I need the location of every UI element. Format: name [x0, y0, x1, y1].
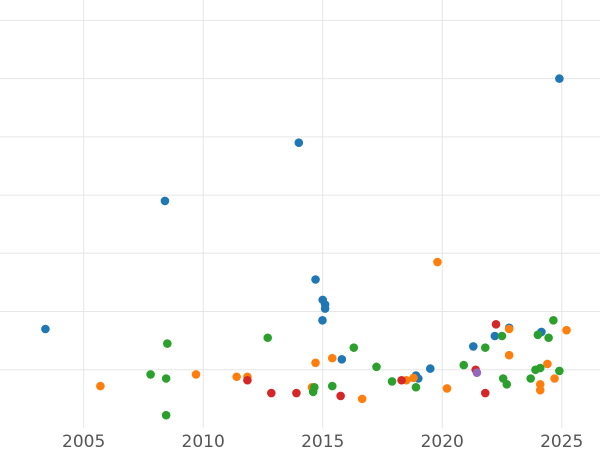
- data-point-s3-3: [336, 391, 345, 401]
- data-point-s3-0: [243, 375, 252, 385]
- data-point-s0-0: [41, 324, 50, 334]
- data-point-s2-13: [480, 343, 490, 352]
- data-point-s2-0: [146, 370, 155, 379]
- data-point-s0-6: [320, 304, 330, 313]
- data-point-s1-0: [96, 381, 105, 391]
- data-point-s2-14: [497, 331, 507, 341]
- data-point-s2-11: [411, 382, 421, 392]
- data-point-s2-8: [349, 343, 359, 352]
- data-point-s0-12: [469, 342, 478, 351]
- data-point-s1-16: [543, 359, 552, 369]
- data-point-s2-9: [372, 362, 381, 372]
- data-point-s0-8: [337, 354, 347, 364]
- data-point-s1-13: [504, 324, 514, 334]
- data-point-s2-22: [549, 315, 558, 325]
- x-gridlines: [83, 0, 563, 428]
- data-point-s1-11: [442, 384, 452, 393]
- data-point-s2-2: [161, 410, 171, 420]
- data-point-s2-20: [535, 363, 545, 373]
- data-point-s2-4: [263, 333, 273, 343]
- data-point-s3-7: [491, 320, 501, 329]
- data-point-s2-3: [163, 339, 172, 348]
- x-tick-label-1: 2010: [182, 432, 225, 450]
- data-point-s2-17: [526, 374, 535, 383]
- x-tick-labels: 2005 2010 2015 2020 2025: [62, 432, 583, 450]
- data-point-s3-4: [397, 375, 406, 385]
- data-point-s1-1: [191, 370, 201, 379]
- data-point-s1-6: [327, 353, 337, 363]
- data-point-s4-0: [472, 368, 482, 377]
- data-point-s2-16: [502, 380, 512, 389]
- data-point-s1-10: [433, 257, 442, 267]
- data-points: [41, 74, 571, 420]
- data-point-s1-7: [357, 394, 367, 404]
- data-point-s2-1: [161, 374, 171, 383]
- data-point-s0-3: [311, 275, 320, 284]
- data-point-s3-6: [480, 388, 490, 398]
- y-gridlines: [0, 19, 600, 371]
- data-point-s0-16: [555, 74, 564, 83]
- data-point-s1-2: [232, 372, 241, 382]
- data-point-s2-19: [533, 330, 543, 340]
- x-tick-label-4: 2025: [540, 432, 583, 450]
- data-point-s1-12: [504, 350, 514, 360]
- data-point-s0-1: [160, 196, 170, 206]
- data-point-s1-18: [562, 325, 571, 335]
- x-tick-label-0: 2005: [62, 432, 105, 450]
- data-point-s2-12: [459, 360, 469, 370]
- data-point-s0-13: [490, 331, 500, 341]
- data-point-s2-21: [544, 333, 553, 343]
- x-tick-label-3: 2020: [421, 432, 464, 450]
- data-point-s2-7: [327, 381, 337, 391]
- data-point-s1-15: [535, 385, 545, 395]
- data-point-s1-17: [550, 374, 559, 383]
- data-point-s0-2: [294, 138, 304, 147]
- data-point-s2-23: [555, 366, 564, 376]
- data-point-s3-2: [292, 388, 301, 398]
- data-point-s0-9: [425, 364, 435, 373]
- data-point-s1-5: [311, 358, 320, 368]
- data-point-s2-10: [387, 377, 397, 386]
- data-point-s1-9: [409, 373, 418, 383]
- data-point-s2-6: [310, 382, 319, 392]
- x-tick-label-2: 2015: [301, 432, 344, 450]
- data-point-s3-1: [267, 388, 276, 398]
- data-point-s0-7: [318, 315, 327, 325]
